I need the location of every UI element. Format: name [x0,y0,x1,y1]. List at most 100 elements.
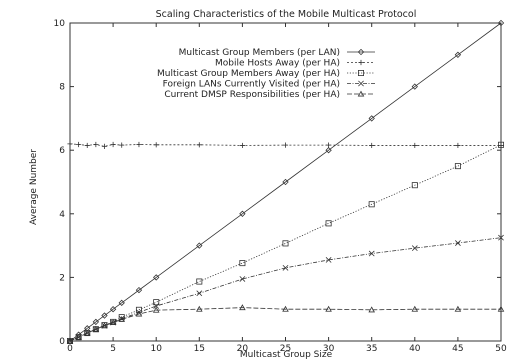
square-marker [153,299,160,306]
triangle-marker [66,337,74,344]
series-group [66,19,505,345]
y-tick-label: 2 [59,273,65,283]
plus-marker [119,142,125,148]
x-tick-label: 5 [110,344,116,354]
triangle-marker [239,304,246,311]
series-line [69,237,502,342]
triangle-marker [411,305,419,312]
plus-marker [239,142,245,149]
square-marker [282,240,289,247]
y-tick-label: 8 [59,83,65,93]
x-axis-label: Multicast Group Size [240,350,333,360]
plus-marker [101,143,108,149]
series-4 [67,234,504,344]
square-marker [239,260,246,267]
plus-marker [326,142,332,148]
square-marker [411,182,418,189]
plus-marker [358,59,364,66]
legend-label: Mobile Hosts Away (per HA) [215,59,340,69]
x-tick-label: 15 [194,344,205,354]
legend-label: Multicast Group Members Away (per HA) [157,69,340,79]
triangle-marker [196,305,203,312]
square-marker [454,163,461,170]
plus-marker [369,142,375,149]
legend-label: Current DMSP Responsibilities (per HA) [164,90,340,100]
plus-marker [136,141,142,148]
cross-marker [455,240,461,246]
triangle-marker [497,305,505,312]
x-tick-label: 10 [150,344,162,354]
cross-marker [368,250,375,257]
series-line [69,143,501,147]
square-marker [497,141,504,148]
triangle-marker [152,306,160,313]
plus-marker [153,142,159,148]
diamond-marker [196,242,203,249]
triangle-marker [92,325,100,332]
y-tick-label: 10 [54,19,66,29]
diamond-marker [239,210,246,217]
triangle-marker [325,305,332,312]
triangle-marker [282,305,289,312]
x-tick-label: 0 [67,344,73,354]
cross-marker [411,245,418,252]
x-tick-label: 50 [495,344,507,354]
square-marker [196,278,203,285]
plus-marker [412,142,418,149]
triangle-marker [357,90,365,97]
y-tick-label: 6 [59,146,65,156]
axis-ticks: 0 5 10 15 20 25 30 35 40 45 50 0 2 4 6 8 10 [54,19,507,354]
square-marker [325,220,332,227]
cross-marker [153,303,160,309]
diamond-marker [454,51,462,58]
plus-marker [110,141,116,148]
legend-label: Foreign LANs Currently Visited (per HA) [163,80,340,90]
square-marker [118,314,125,321]
plus-marker [93,141,99,148]
diamond-marker [153,274,160,281]
cross-marker [325,257,332,263]
series-5 [66,304,505,344]
cross-marker [498,234,504,241]
cross-marker [282,264,289,271]
y-axis-label: Average Number [29,149,39,225]
diamond-marker [118,299,125,307]
diamond-marker [497,19,505,27]
series-line [69,307,501,342]
diamond-marker [325,147,332,154]
plus-marker [84,142,90,149]
x-tick-label: 45 [452,344,463,354]
diamond-marker [135,286,143,294]
legend: Multicast Group Members (per LAN)Mobile … [157,48,375,100]
x-tick-label: 25 [280,344,291,354]
cross-marker [358,80,364,87]
triangle-marker [109,319,117,326]
x-tick-label: 30 [323,344,335,354]
plus-marker [196,142,202,148]
legend-label: Multicast Group Members (per LAN) [179,48,340,58]
y-tick-label: 4 [59,210,65,220]
square-marker [368,201,375,208]
square-marker [357,70,364,77]
diamond-marker [368,115,375,122]
diamond-marker [109,306,117,313]
diamond-marker [282,178,289,186]
diamond-marker [101,312,108,319]
series-3 [67,141,504,344]
diamond-marker [357,48,365,56]
triangle-marker [454,305,462,312]
plus-marker [76,141,82,148]
cross-marker [196,290,203,297]
diamond-marker [411,83,418,90]
series-line [69,22,502,342]
plus-marker [67,141,73,147]
y-tick-label: 0 [59,337,65,347]
diamond-marker [92,318,100,326]
triangle-marker [75,333,82,340]
chart-title: Scaling Characteristics of the Mobile Mu… [156,9,417,20]
triangle-marker [118,315,125,322]
plus-marker [455,142,461,149]
series-2 [67,141,504,149]
